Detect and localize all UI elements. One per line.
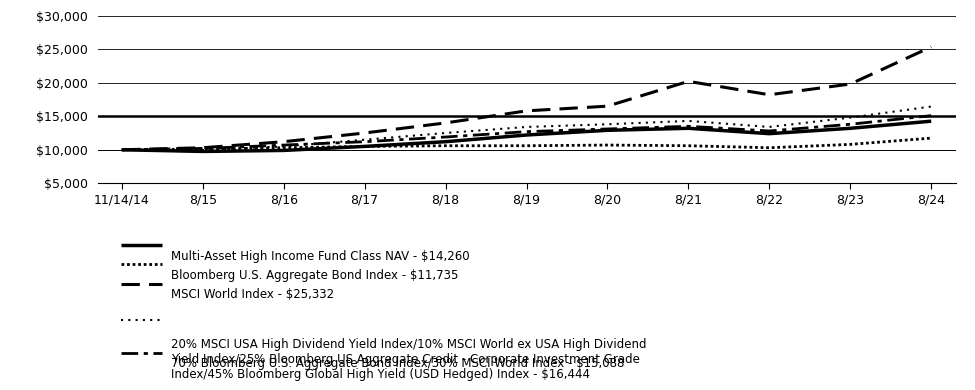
Legend: Multi-Asset High Income Fund Class NAV - $14,260, Bloomberg U.S. Aggregate Bond : Multi-Asset High Income Fund Class NAV -… xyxy=(121,239,646,360)
